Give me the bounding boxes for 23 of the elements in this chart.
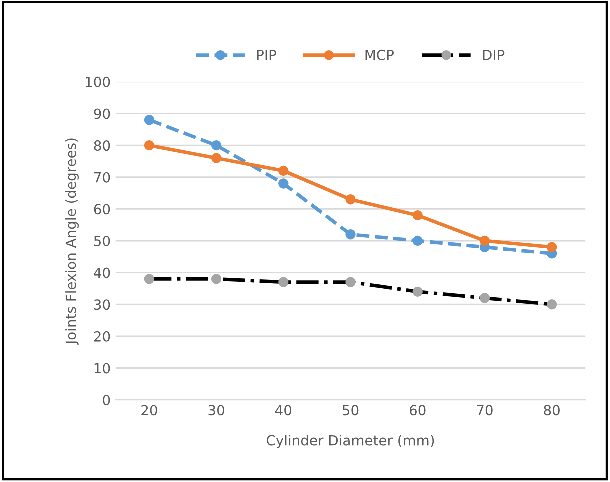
legend-label: DIP — [483, 50, 505, 60]
y-tick-label: 60 — [94, 204, 110, 215]
y-axis-title: Joints Flexion Angle (degrees) — [66, 138, 79, 346]
legend-label: MCP — [366, 50, 394, 60]
legend-label: PIP — [257, 50, 276, 60]
x-tick-label: 50 — [342, 405, 359, 416]
y-tick-label: 0 — [103, 395, 110, 406]
y-tick-label: 90 — [94, 108, 110, 120]
y-tick-label: 70 — [94, 172, 110, 183]
x-tick-label: 30 — [208, 405, 224, 416]
x-tick-label: 60 — [410, 405, 426, 416]
x-tick-label: 80 — [544, 405, 560, 416]
x-tick-label: 20 — [142, 405, 158, 416]
y-tick-label: 30 — [94, 300, 110, 310]
y-tick-label: 100 — [86, 76, 110, 88]
x-tick-label: 70 — [477, 405, 493, 416]
y-tick-label: 10 — [94, 363, 110, 374]
y-tick-label: 80 — [94, 140, 110, 152]
x-tick-label: 40 — [275, 405, 292, 416]
x-axis-title: Cylinder Diameter (mm) — [266, 435, 434, 448]
y-tick-label: 40 — [94, 268, 110, 278]
y-tick-label: 20 — [94, 331, 110, 342]
y-tick-label: 50 — [94, 236, 110, 246]
